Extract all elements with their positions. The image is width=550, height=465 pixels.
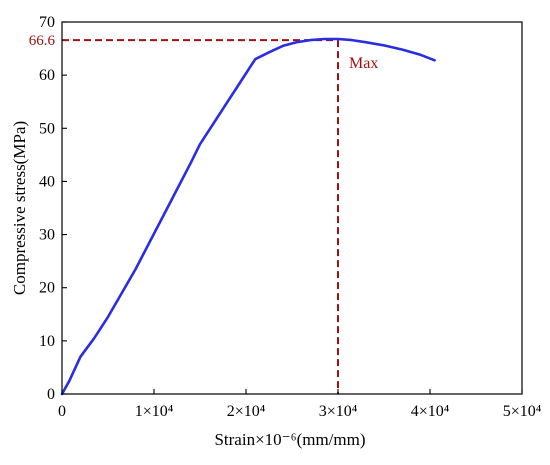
y-axis-title: Compressive stress(MPa): [10, 121, 29, 295]
y-tick-label: 20: [39, 280, 55, 297]
y-tick-label: 50: [39, 120, 55, 137]
x-tick-label: 0: [58, 403, 66, 420]
y-tick-label: 30: [39, 227, 55, 244]
max-label: Max: [349, 55, 378, 72]
series-layer: [60, 37, 436, 396]
y-tick-label: 10: [39, 333, 55, 350]
peak-value-label: 66.6: [29, 33, 56, 49]
y-tick-label: 70: [39, 14, 55, 31]
annotations-layer: 66.6 Max: [29, 33, 378, 394]
x-tick-label: 1×10⁴: [135, 403, 174, 420]
y-tick-label: 40: [39, 173, 55, 190]
plot-frame: [61, 21, 523, 395]
y-tick-label: 0: [47, 386, 55, 403]
stress-strain-curve: [60, 37, 436, 396]
x-tick-label: 2×10⁴: [227, 403, 266, 420]
y-tick-label: 60: [39, 67, 55, 84]
x-tick-label: 4×10⁴: [411, 403, 450, 420]
axes-layer: 0 1×10⁴ 2×10⁴ 3×10⁴ 4×10⁴ 5×10⁴ 0 10 20 30 40 50 60 7…: [39, 14, 542, 420]
x-tick-label: 3×10⁴: [319, 403, 358, 420]
x-axis-title: Strain×10⁻⁶(mm/mm): [214, 430, 365, 449]
x-tick-label: 5×10⁴: [503, 403, 542, 420]
